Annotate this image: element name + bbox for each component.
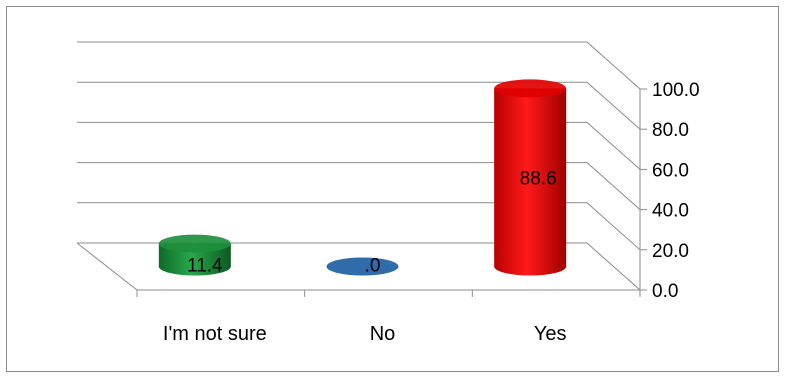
data-label: 88.6 [520,168,557,189]
x-tick-label: I'm not sure [163,323,267,345]
bar-0 [158,234,231,276]
x-tick-label: Yes [534,323,567,345]
gridline [77,202,641,251]
y-tick-label: 60.0 [652,160,689,181]
chart-frame [6,6,779,372]
bar-top [158,234,231,253]
gridline [77,81,641,130]
gridlines [77,41,641,291]
y-tick-label: 80.0 [652,120,689,141]
gridline [77,162,641,210]
bar-1 [326,257,399,276]
gridline [77,242,641,291]
bar-body [494,88,567,276]
axes [76,88,647,297]
y-tick-label: 100.0 [652,80,700,101]
gridline [77,121,641,170]
data-label: .0 [365,256,381,277]
y-tick-label: 20.0 [652,241,689,262]
y-tick-label: 0.0 [652,281,678,302]
bars [158,79,567,276]
bar-body [158,243,231,276]
y-tick-label: 40.0 [652,201,689,222]
data-label: 11.4 [187,256,223,277]
bar-2 [494,79,567,276]
bar-top [494,79,567,98]
x-tick-label: No [370,323,396,345]
bar-top [326,257,399,276]
gridline [77,41,641,90]
labels: 0.0 20.0 40.0 60.0 80.0 100.0 11.4 I'm not sure… [163,80,700,345]
